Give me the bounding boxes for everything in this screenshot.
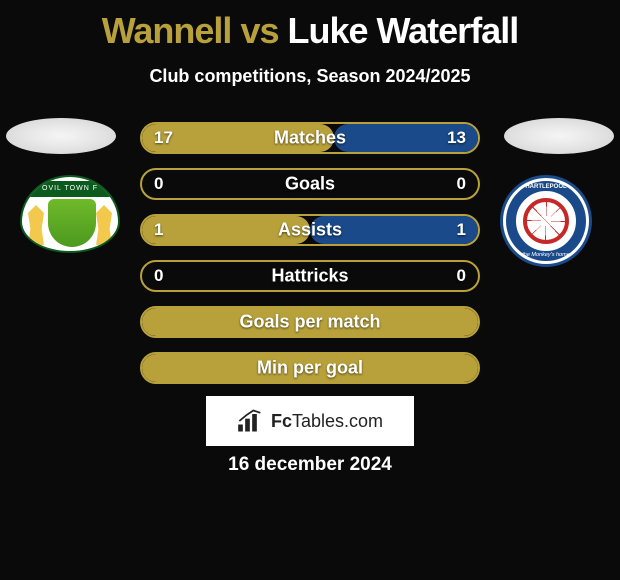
page-title: Wannell vs Luke Waterfall	[0, 0, 620, 52]
stat-bar-value-left: 17	[154, 128, 173, 148]
stat-bar-label: Assists	[278, 220, 342, 241]
stat-bar-label: Min per goal	[257, 358, 363, 379]
comparison-bars: Matches1713Goals00Assists11Hattricks00Go…	[140, 122, 480, 398]
stat-bar-value-left: 0	[154, 174, 163, 194]
crest-left-band: OVIL TOWN F	[22, 181, 118, 197]
stat-bar: Goals per match	[140, 306, 480, 338]
stat-bar-value-right: 0	[457, 174, 466, 194]
club-crest-right: HARTLEPOOL the Monkey's home	[500, 175, 600, 255]
club-crest-left: OVIL TOWN F	[20, 175, 120, 255]
player-photo-right	[504, 118, 614, 154]
crest-right-top: HARTLEPOOL	[503, 184, 589, 190]
stat-bar-label: Matches	[274, 128, 346, 149]
subtitle: Club competitions, Season 2024/2025	[0, 66, 620, 87]
stat-bar-value-right: 1	[457, 220, 466, 240]
date-label: 16 december 2024	[0, 454, 620, 476]
player-photo-left	[6, 118, 116, 154]
watermark-suffix: Tables.com	[292, 411, 383, 431]
stat-bar: Goals 0 0	[140, 168, 480, 200]
title-player-right: Luke Waterfall	[287, 10, 518, 51]
stat-bar-value-right: 13	[447, 128, 466, 148]
crest-right-bottom: the Monkey's home	[503, 252, 589, 258]
stat-bar-value-left: 0	[154, 266, 163, 286]
stat-bar-value-right: 0	[457, 266, 466, 286]
stat-bar: Min per goal	[140, 352, 480, 384]
stat-bar-label: Goals	[285, 174, 335, 195]
chart-icon	[237, 409, 265, 433]
stat-bar: Assists 1 1	[140, 214, 480, 246]
stat-bar: Matches 17 13	[140, 122, 480, 154]
stat-bar-label: Goals per match	[239, 312, 380, 333]
stat-bar-label: Hattricks	[271, 266, 348, 287]
stat-bar: Hattricks 0 0	[140, 260, 480, 292]
watermark: FcTables.com	[206, 396, 414, 446]
stat-bar-value-left: 1	[154, 220, 163, 240]
title-player-left: Wannell	[102, 10, 232, 51]
watermark-prefix: Fc	[271, 411, 292, 431]
title-vs: vs	[231, 10, 287, 51]
